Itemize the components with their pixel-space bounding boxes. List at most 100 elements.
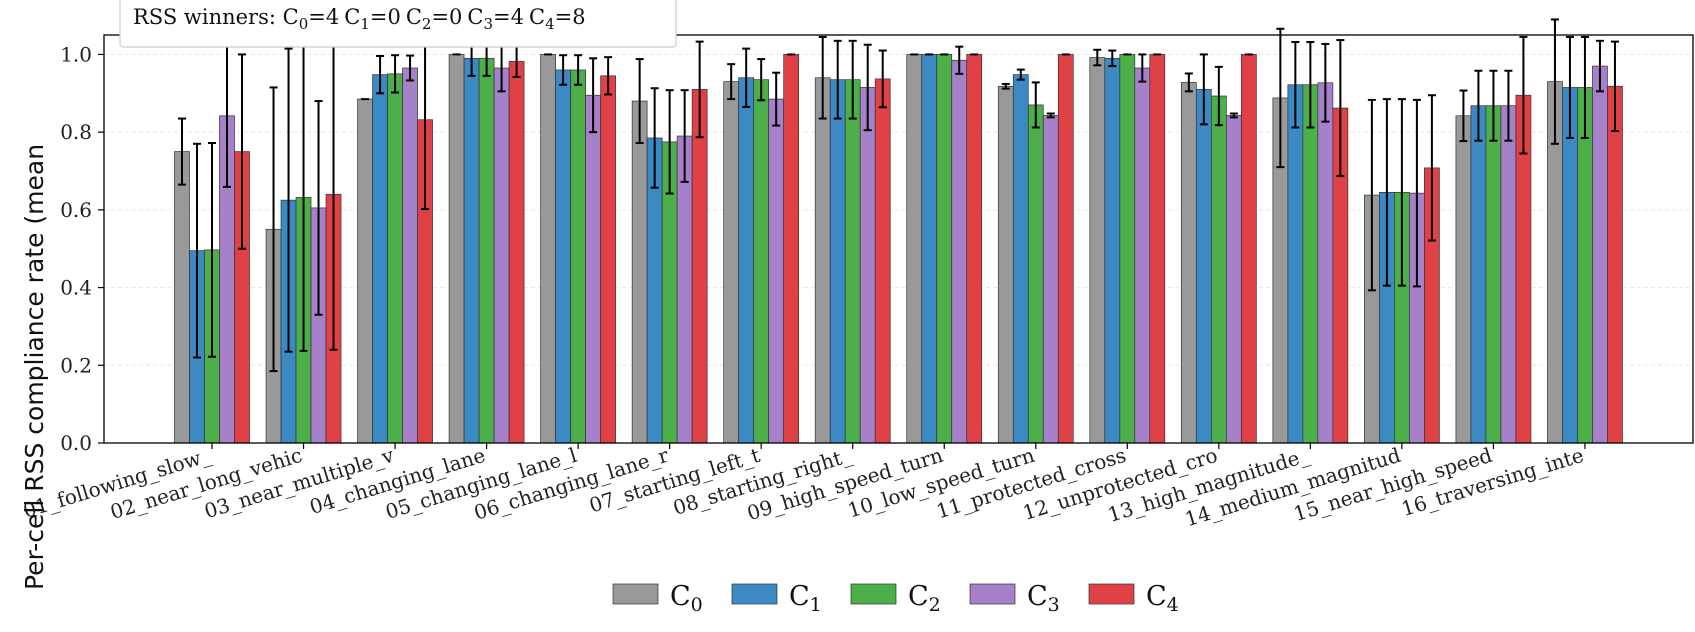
annotation-series-label: C xyxy=(467,5,483,29)
bar xyxy=(1104,57,1121,444)
bar xyxy=(600,75,616,444)
legend-label-subscript: 3 xyxy=(1048,594,1060,616)
annotation-series-label: C xyxy=(283,5,299,29)
bar xyxy=(540,54,556,444)
bar xyxy=(1240,54,1257,444)
bar xyxy=(874,78,891,444)
bar xyxy=(387,73,403,444)
bar xyxy=(174,151,190,444)
bar xyxy=(844,79,861,444)
annotation-series-label: C xyxy=(529,5,545,29)
legend-label: C1 xyxy=(789,581,822,616)
legend-swatch xyxy=(969,583,1016,605)
bar xyxy=(631,100,648,444)
bar xyxy=(997,85,1014,444)
bar xyxy=(1607,85,1623,444)
legend-swatch xyxy=(1088,583,1135,605)
x-axis: 01_following_slow_02_near_long_vehic03_n… xyxy=(20,443,1586,532)
legend-label-base: C xyxy=(908,581,929,612)
legend-swatch xyxy=(850,583,897,605)
annotation-frame xyxy=(119,0,677,48)
bar xyxy=(508,61,525,444)
bar xyxy=(1302,84,1319,444)
annotation-value: =4 xyxy=(493,5,524,29)
legend-label: C3 xyxy=(1027,581,1060,616)
bar xyxy=(738,77,755,444)
y-axis: 0.0 0.2 0.4 0.6 0.8 1.0 xyxy=(60,42,104,455)
plot-frame xyxy=(103,34,1694,444)
bar xyxy=(1287,84,1304,444)
bar xyxy=(1027,104,1044,444)
bar xyxy=(936,54,953,444)
annotation-value: =8 xyxy=(555,5,586,29)
bar xyxy=(1042,115,1059,444)
error-bars xyxy=(178,18,1619,373)
bar xyxy=(478,57,495,444)
bar xyxy=(1470,105,1487,444)
legend-label-subscript: 1 xyxy=(810,594,822,616)
legend-label: C4 xyxy=(1146,581,1179,616)
grid-lines xyxy=(104,53,1693,366)
bar xyxy=(1134,67,1151,444)
annotation-series-label: C xyxy=(406,5,422,29)
bar xyxy=(1195,89,1212,444)
annotation-prefix: RSS winners: xyxy=(133,5,283,29)
bar xyxy=(1500,105,1517,444)
y-axis-label: Per-cell RSS compliance rate (mean xyxy=(20,144,49,590)
legend-label: C0 xyxy=(670,581,703,616)
legend-label-base: C xyxy=(789,581,810,612)
annotation-text: RSS winners: C0=4 C1=0 C2=0 C3=4 C4=8 xyxy=(133,5,586,33)
y-tick-label: 0.0 xyxy=(60,431,92,455)
annotation-value: =0 xyxy=(370,5,401,29)
bar xyxy=(829,79,846,444)
bar xyxy=(1210,95,1227,444)
annotation-subscript: 0 xyxy=(299,15,309,33)
annotation-subscript: 4 xyxy=(545,15,555,33)
bar xyxy=(1225,115,1242,444)
y-tick-label: 0.4 xyxy=(60,276,92,300)
bar xyxy=(783,54,800,444)
bar xyxy=(1562,87,1578,444)
annotation-subscript: 2 xyxy=(422,15,432,33)
bar xyxy=(357,98,373,444)
bar xyxy=(585,94,601,444)
bar xyxy=(1012,74,1029,444)
legend-label-base: C xyxy=(1027,581,1048,612)
annotation-value: =4 xyxy=(308,5,339,29)
legend-label-subscript: 4 xyxy=(1167,594,1179,616)
legend: C0 C1 C2 C3 C4 xyxy=(612,581,1179,616)
bar xyxy=(1317,82,1334,444)
bar xyxy=(1089,57,1106,444)
bar xyxy=(463,57,480,444)
legend-swatch xyxy=(612,583,659,605)
bar xyxy=(570,69,586,444)
bar xyxy=(1577,87,1593,444)
bar xyxy=(1180,82,1197,444)
annotation-series-label: C xyxy=(344,5,360,29)
y-tick-label: 0.6 xyxy=(60,198,92,222)
bar xyxy=(691,89,708,444)
legend-label-subscript: 0 xyxy=(691,594,703,616)
bar xyxy=(372,74,388,444)
annotation-subscript: 3 xyxy=(483,15,493,33)
bar xyxy=(402,67,418,444)
legend-label-subscript: 2 xyxy=(929,594,941,616)
bar xyxy=(966,54,983,444)
bar xyxy=(951,59,968,444)
bar xyxy=(753,79,770,444)
bar xyxy=(906,54,923,444)
legend-label-base: C xyxy=(670,581,691,612)
bars xyxy=(174,54,1623,444)
annotation-subscript: 1 xyxy=(360,15,370,33)
annotation-value: =0 xyxy=(431,5,462,29)
bar xyxy=(1057,54,1074,444)
bar xyxy=(493,67,510,444)
bar xyxy=(1592,65,1608,444)
bar xyxy=(768,98,785,444)
bar xyxy=(1149,54,1166,444)
bar xyxy=(1485,105,1502,444)
bar xyxy=(723,81,740,444)
bar xyxy=(448,54,465,444)
y-tick-label: 1.0 xyxy=(60,42,92,66)
